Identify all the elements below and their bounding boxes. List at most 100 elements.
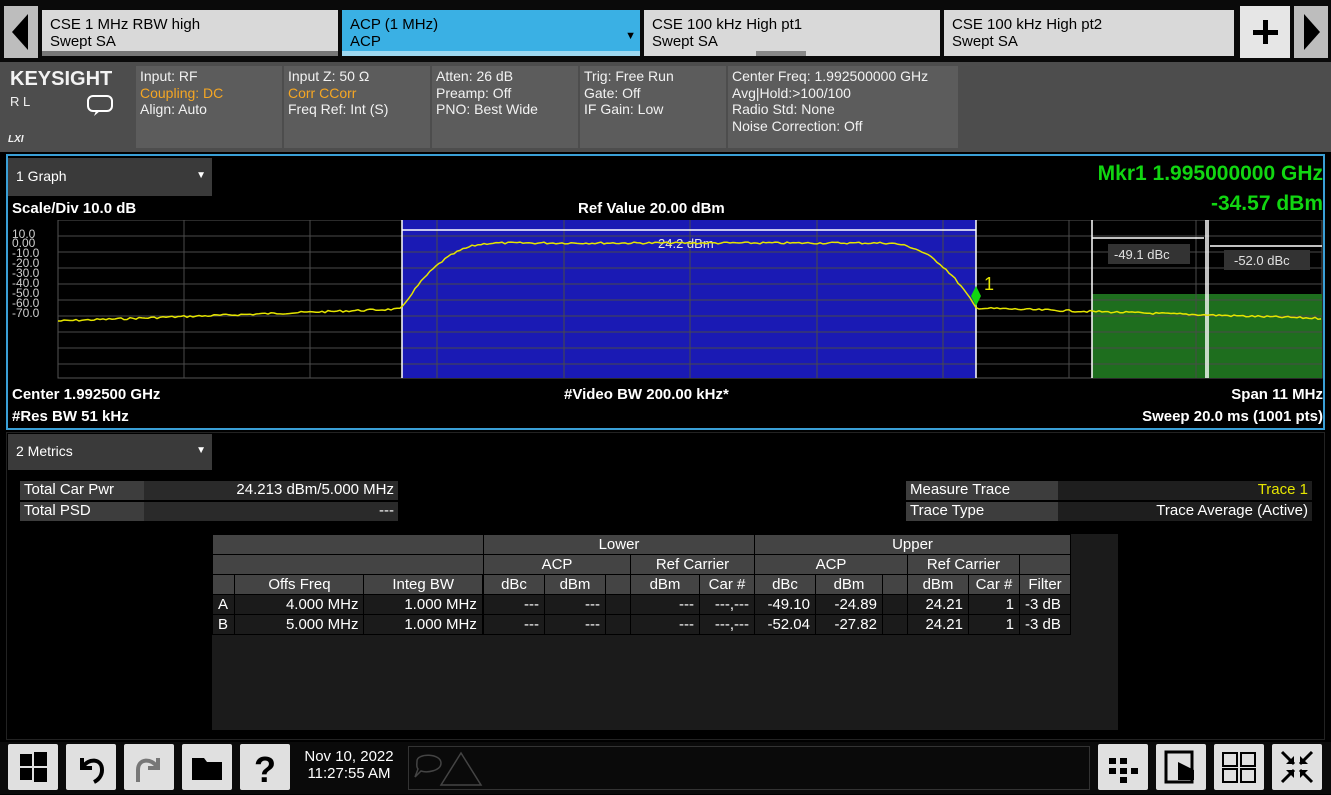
align-value: Align: Auto	[140, 101, 207, 117]
upper-ref-carrier-header: Ref Carrier	[907, 554, 1020, 575]
offs-freq-cell: 4.000 MHz	[234, 594, 365, 615]
preamp-value: Preamp: Off	[436, 84, 512, 101]
scroll-tabs-right-button[interactable]	[1294, 6, 1328, 58]
upper-car-header: Car #	[968, 574, 1020, 595]
upper-acp-header: ACP	[754, 554, 908, 575]
lower-dbm-cell: ---	[544, 614, 606, 635]
plus-icon	[1253, 20, 1278, 44]
filter-header: Filter	[1019, 574, 1071, 595]
acp-results-table: Lower Upper ACP Ref Carrier ACP Ref Carr…	[211, 534, 1071, 635]
total-psd-value: ---	[379, 502, 394, 519]
tab-acp-1mhz[interactable]: ACP (1 MHz) ACP ▼	[342, 10, 640, 56]
date-time-display: Nov 10, 2022 11:27:55 AM	[294, 748, 404, 782]
tab-subtitle: Swept SA	[652, 33, 718, 50]
upper-dbc-cell: -52.04	[754, 614, 816, 635]
total-car-pwr-label: Total Car Pwr	[20, 481, 144, 500]
grid-zoom-icon	[1109, 758, 1138, 783]
trig-value: Trig: Free Run	[584, 68, 674, 84]
undo-button[interactable]	[66, 744, 116, 790]
lower-car-header: Car #	[699, 574, 755, 595]
tab-cse-1mhz-rbw-high[interactable]: CSE 1 MHz RBW high Swept SA	[42, 10, 338, 56]
collapse-arrows-icon	[1280, 750, 1314, 784]
input-value: Input: RF	[140, 68, 198, 84]
window-label: 2 Metrics	[16, 443, 73, 459]
inputz-settings[interactable]: Input Z: 50 Ω Corr CCorr Freq Ref: Int (…	[284, 66, 430, 148]
graph-window-menu[interactable]: 1 Graph ▼	[8, 158, 212, 196]
tab-cse-100khz-high-pt2[interactable]: CSE 100 kHz High pt2 Swept SA	[944, 10, 1234, 56]
row-id: A	[211, 594, 236, 615]
adjacent-channel-band	[1092, 294, 1322, 378]
tab-title: CSE 100 kHz High pt1	[652, 16, 803, 33]
file-button[interactable]	[182, 744, 232, 790]
tab-title: CSE 1 MHz RBW high	[50, 16, 201, 33]
trigger-settings[interactable]: Trig: Free Run Gate: Off IF Gain: Low	[580, 66, 726, 148]
span-label: Span 11 MHz	[1231, 386, 1323, 403]
lower-dbm-header: dBm	[544, 574, 606, 595]
folder-icon	[192, 758, 222, 780]
tab-indicator	[42, 51, 338, 56]
windows-start-button[interactable]	[8, 744, 58, 790]
window-layout-button[interactable]	[1214, 744, 1264, 790]
tab-subtitle: Swept SA	[952, 33, 1018, 50]
chat-bubble-icon[interactable]	[86, 94, 116, 118]
minimize-view-button[interactable]	[1272, 744, 1322, 790]
help-button[interactable]: ?	[240, 744, 290, 790]
upper-dbm-cell: -24.89	[815, 594, 883, 615]
spectrum-plot[interactable]: 10.0 0.00 -10.0 -20.0 -30.0 -40.0 -50.0 …	[0, 220, 1331, 382]
lower-ref-dbm-header: dBm	[630, 574, 700, 595]
lower-dbc-cell: ---	[483, 614, 545, 635]
lower-dbc-header: dBc	[483, 574, 545, 595]
atten-settings[interactable]: Atten: 26 dB Preamp: Off PNO: Best Wide	[432, 66, 578, 148]
tab-indicator	[756, 51, 806, 56]
redo-button[interactable]	[124, 744, 174, 790]
lower-ref-dbm-cell: ---	[630, 594, 700, 615]
frequency-settings[interactable]: Center Freq: 1.992500000 GHz Avg|Hold:>1…	[728, 66, 958, 148]
zoom-layout-button[interactable]	[1098, 744, 1148, 790]
touch-mode-button[interactable]	[1156, 744, 1206, 790]
marker-1-label: 1	[984, 274, 994, 294]
offs-freq-cell: 5.000 MHz	[234, 614, 365, 635]
dropdown-arrow-icon: ▼	[196, 445, 206, 456]
warning-icon	[439, 751, 483, 786]
dropdown-arrow-icon[interactable]: ▼	[625, 30, 636, 42]
input-settings[interactable]: Input: RF Coupling: DC Align: Auto	[136, 66, 282, 148]
pno-value: PNO: Best Wide	[436, 101, 538, 117]
tab-cse-100khz-high-pt1[interactable]: CSE 100 kHz High pt1 Swept SA	[644, 10, 940, 56]
y-tick-label: -60.0	[12, 296, 40, 310]
table-row: B 5.000 MHz 1.000 MHz --- --- --- ---,--…	[211, 614, 1071, 635]
upper-b-dbc-label: -52.0 dBc	[1234, 253, 1290, 268]
undo-icon	[80, 758, 105, 784]
message-status-icons	[414, 751, 483, 786]
redo-icon	[136, 758, 160, 782]
tab-title: CSE 100 kHz High pt2	[952, 16, 1103, 33]
remote-local-label: R L	[10, 94, 31, 109]
y-tick-label: -30.0	[12, 266, 40, 280]
integ-bw-cell: 1.000 MHz	[363, 594, 483, 615]
message-icon	[414, 754, 442, 778]
y-tick-label: -40.0	[12, 276, 40, 290]
scale-div-label: Scale/Div 10.0 dB	[12, 200, 137, 217]
metrics-window-menu[interactable]: 2 Metrics ▼	[8, 434, 212, 470]
spectrum-trace	[58, 241, 1322, 322]
lower-dbc-cell: ---	[483, 594, 545, 615]
status-message-bar[interactable]	[408, 746, 1090, 790]
filter-cell: -3 dB	[1019, 594, 1071, 615]
help-icon: ?	[254, 749, 276, 790]
marker-frequency-readout: Mkr1 1.995000000 GHz	[1097, 162, 1323, 185]
marker-1-diamond-icon[interactable]	[971, 286, 981, 306]
chevron-left-icon	[12, 14, 28, 50]
upper-dbm-header: dBm	[815, 574, 883, 595]
marker-amplitude-readout: -34.57 dBm	[1210, 192, 1323, 215]
coupling-value: Coupling: DC	[140, 84, 224, 101]
integ-bw-header: Integ BW	[363, 574, 483, 595]
y-tick-label: -50.0	[12, 286, 40, 300]
y-axis-labels: 10.0 0.00 -10.0 -20.0 -30.0 -40.0 -50.0 …	[12, 227, 40, 320]
lower-dbm-cell: ---	[544, 594, 606, 615]
lower-ref-carrier-header: Ref Carrier	[630, 554, 755, 575]
measure-trace-value: Trace 1	[1257, 481, 1308, 498]
upper-car-cell: 1	[968, 594, 1020, 615]
trace-type-value: Trace Average (Active)	[1156, 502, 1308, 519]
scroll-tabs-left-button[interactable]	[4, 6, 38, 58]
add-tab-button[interactable]	[1240, 6, 1290, 58]
tab-title: ACP (1 MHz)	[350, 16, 439, 33]
